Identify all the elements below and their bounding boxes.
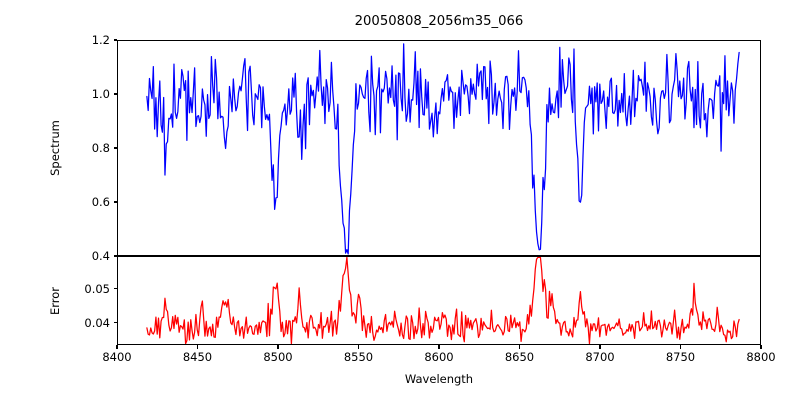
y-tick-mark — [113, 322, 117, 324]
x-tick-label: 8650 — [504, 350, 535, 364]
y-tick-mark — [113, 39, 117, 41]
x-tick-label: 8500 — [263, 350, 293, 364]
x-tick-label: 8800 — [746, 350, 776, 364]
y-tick-mark — [113, 255, 117, 257]
x-tick-mark — [116, 345, 118, 349]
y-tick-label: 1.0 — [91, 87, 110, 101]
y-tick-label: 0.05 — [84, 281, 110, 296]
page-title: 20050808_2056m35_066 — [354, 14, 524, 29]
x-tick-mark — [277, 345, 279, 349]
error-series — [118, 257, 760, 344]
x-tick-mark — [760, 345, 762, 349]
y-tick-label: 0.4 — [91, 249, 110, 263]
x-tick-label: 8450 — [182, 350, 213, 364]
x-tick-label: 8750 — [665, 350, 696, 364]
wavelength-axis-label: Wavelength — [404, 372, 474, 386]
y-tick-mark — [113, 287, 117, 290]
x-tick-mark — [438, 345, 440, 349]
x-tick-label: 8550 — [343, 350, 374, 364]
x-tick-mark — [357, 345, 360, 349]
spectrum-panel — [117, 40, 761, 256]
y-tick-label: 0.8 — [91, 141, 110, 155]
x-tick-mark — [196, 345, 199, 349]
x-tick-mark — [599, 345, 601, 349]
x-tick-label: 8600 — [424, 350, 454, 364]
x-tick-mark — [679, 345, 682, 349]
y-tick-label: 1.2 — [91, 33, 110, 47]
x-tick-label: 8700 — [585, 350, 615, 364]
x-tick-mark — [518, 345, 521, 349]
y-tick-mark — [113, 201, 117, 203]
x-tick-label: 8400 — [102, 350, 132, 364]
spectrum-series — [118, 41, 760, 255]
y-tick-mark — [113, 93, 117, 95]
y-tick-label: 0.04 — [84, 315, 110, 330]
y-tick-label: 0.6 — [91, 195, 110, 209]
error-panel — [117, 256, 761, 345]
spectrum-axis-label: Spectrum — [48, 120, 62, 176]
y-tick-mark — [113, 147, 117, 149]
error-axis-label: Error — [48, 286, 62, 315]
